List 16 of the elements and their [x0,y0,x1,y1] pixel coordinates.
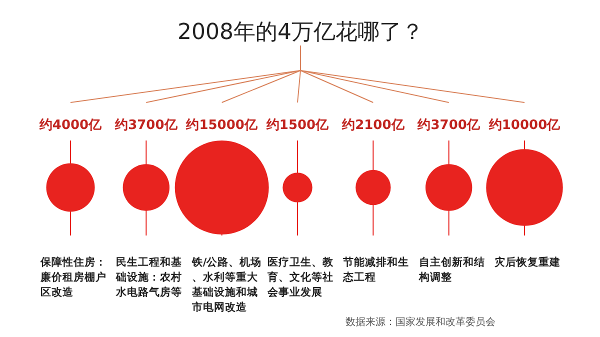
data-label: 约10000亿 [488,118,562,133]
data-label: 约3700亿 [416,118,481,133]
category-label: 保障性住房：廉价租房棚户区改造 [40,256,106,298]
data-label: 约4000亿 [38,118,103,133]
category-label: 铁/公路、机场、水利等重大基础设施和城市电网改造 [190,256,262,314]
category-label: 自主创新和结构调整 [418,256,485,284]
source-note: 数据来源：国家发展和改革委员会 [346,316,496,328]
category-label: 灾后恢复重建 [494,256,560,268]
category-label: 民生工程和基础设施：农村水电路气房等 [115,256,182,298]
data-label: 约15000亿 [185,118,258,133]
category-label: 节能减排和生态工程 [342,256,410,284]
data-label: 约2100亿 [341,118,406,133]
category-label: 医疗卫生、教育、文化等社会事业发展 [266,256,334,298]
data-label: 约3700亿 [114,118,178,133]
text: 2008年的4万亿花哪了？ [178,20,424,45]
data-label: 约1500亿 [265,118,330,133]
